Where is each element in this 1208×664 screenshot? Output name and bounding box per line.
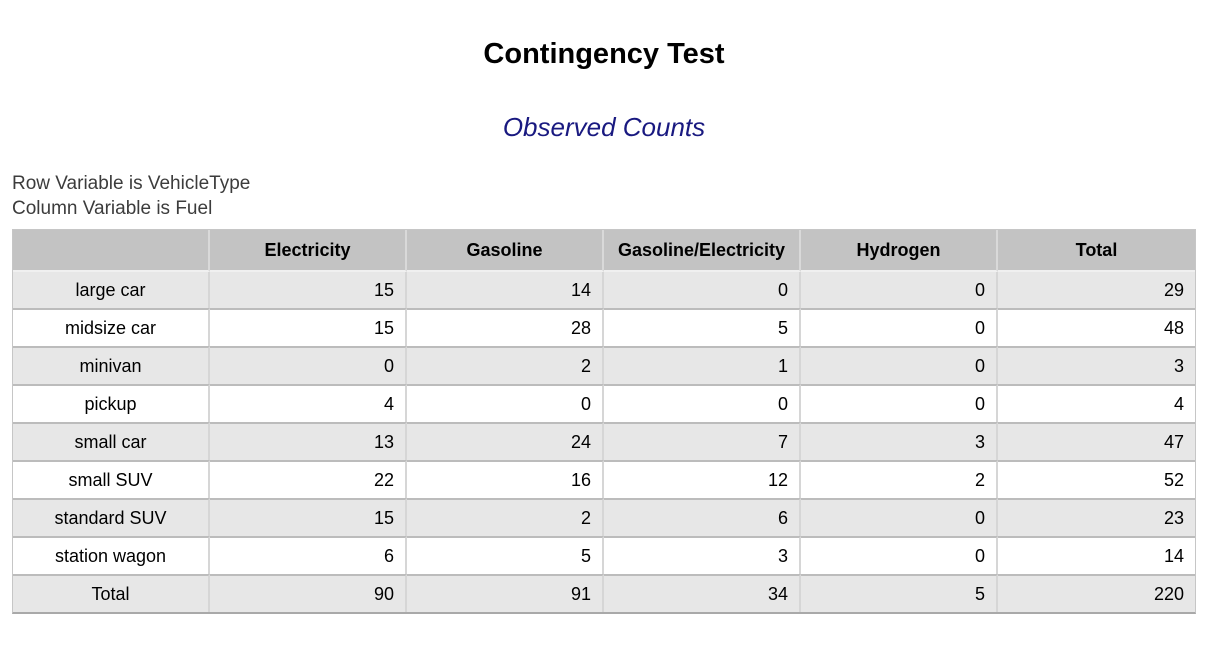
- row-label-cell: small SUV: [13, 460, 210, 498]
- count-cell: 5: [801, 574, 998, 612]
- count-cell: 3: [604, 536, 801, 574]
- count-cell: 5: [604, 308, 801, 346]
- row-label-cell: Total: [13, 574, 210, 612]
- variable-info: Row Variable is VehicleType Column Varia…: [12, 171, 1208, 221]
- row-label-cell: small car: [13, 422, 210, 460]
- count-cell: 12: [604, 460, 801, 498]
- count-cell: 0: [210, 346, 407, 384]
- count-cell: 29: [998, 272, 1195, 308]
- count-cell: 2: [407, 498, 604, 536]
- count-cell: 48: [998, 308, 1195, 346]
- row-label-cell: pickup: [13, 384, 210, 422]
- count-cell: 15: [210, 308, 407, 346]
- row-label-cell: standard SUV: [13, 498, 210, 536]
- table-body: large car 15 14 0 0 29 midsize car 15 28 5 0 48 mini…: [13, 272, 1195, 612]
- report-subtitle: Observed Counts: [502, 112, 706, 142]
- count-cell: 22: [210, 460, 407, 498]
- count-cell: 7: [604, 422, 801, 460]
- report-title: Contingency Test: [483, 38, 725, 70]
- count-cell: 14: [998, 536, 1195, 574]
- count-cell: 15: [210, 498, 407, 536]
- count-cell: 34: [604, 574, 801, 612]
- count-cell: 24: [407, 422, 604, 460]
- count-cell: 0: [801, 384, 998, 422]
- count-cell: 2: [801, 460, 998, 498]
- count-cell: 220: [998, 574, 1195, 612]
- header-row: Electricity Gasoline Gasoline/Electricity H…: [13, 230, 1195, 272]
- count-cell: 90: [210, 574, 407, 612]
- row-variable-line: Row Variable is VehicleType: [12, 173, 251, 194]
- count-cell: 4: [210, 384, 407, 422]
- contingency-table: Electricity Gasoline Gasoline/Electricity H…: [12, 229, 1196, 614]
- column-header: Gasoline/Electricity: [604, 230, 801, 272]
- row-label-cell: large car: [13, 272, 210, 308]
- count-cell: 5: [407, 536, 604, 574]
- count-cell: 14: [407, 272, 604, 308]
- count-cell: 3: [801, 422, 998, 460]
- column-variable-line: Column Variable is Fuel: [12, 198, 213, 219]
- count-cell: 0: [604, 272, 801, 308]
- report: Contingency Test Observed Counts Row Var…: [0, 40, 1208, 614]
- count-cell: 1: [604, 346, 801, 384]
- count-cell: 0: [801, 346, 998, 384]
- column-header: Hydrogen: [801, 230, 998, 272]
- table-row: small car 13 24 7 3 47: [13, 422, 1195, 460]
- count-cell: 16: [407, 460, 604, 498]
- row-label-cell: minivan: [13, 346, 210, 384]
- table-row: small SUV 22 16 12 2 52: [13, 460, 1195, 498]
- row-label-header: [13, 230, 210, 272]
- table-row: pickup 4 0 0 0 4: [13, 384, 1195, 422]
- count-cell: 0: [407, 384, 604, 422]
- column-header: Gasoline: [407, 230, 604, 272]
- count-cell: 0: [801, 536, 998, 574]
- row-label-cell: station wagon: [13, 536, 210, 574]
- count-cell: 4: [998, 384, 1195, 422]
- row-label-cell: midsize car: [13, 308, 210, 346]
- table-row: station wagon 6 5 3 0 14: [13, 536, 1195, 574]
- count-cell: 91: [407, 574, 604, 612]
- count-cell: 0: [801, 498, 998, 536]
- count-cell: 2: [407, 346, 604, 384]
- column-header: Electricity: [210, 230, 407, 272]
- count-cell: 0: [801, 272, 998, 308]
- table-row: minivan 0 2 1 0 3: [13, 346, 1195, 384]
- table-row: large car 15 14 0 0 29: [13, 272, 1195, 308]
- count-cell: 47: [998, 422, 1195, 460]
- count-cell: 6: [210, 536, 407, 574]
- table-row: Total 90 91 34 5 220: [13, 574, 1195, 612]
- count-cell: 13: [210, 422, 407, 460]
- column-header: Total: [998, 230, 1195, 272]
- count-cell: 23: [998, 498, 1195, 536]
- table-row: standard SUV 15 2 6 0 23: [13, 498, 1195, 536]
- count-cell: 6: [604, 498, 801, 536]
- count-cell: 28: [407, 308, 604, 346]
- count-cell: 0: [604, 384, 801, 422]
- table-row: midsize car 15 28 5 0 48: [13, 308, 1195, 346]
- count-cell: 52: [998, 460, 1195, 498]
- count-cell: 15: [210, 272, 407, 308]
- count-cell: 3: [998, 346, 1195, 384]
- count-cell: 0: [801, 308, 998, 346]
